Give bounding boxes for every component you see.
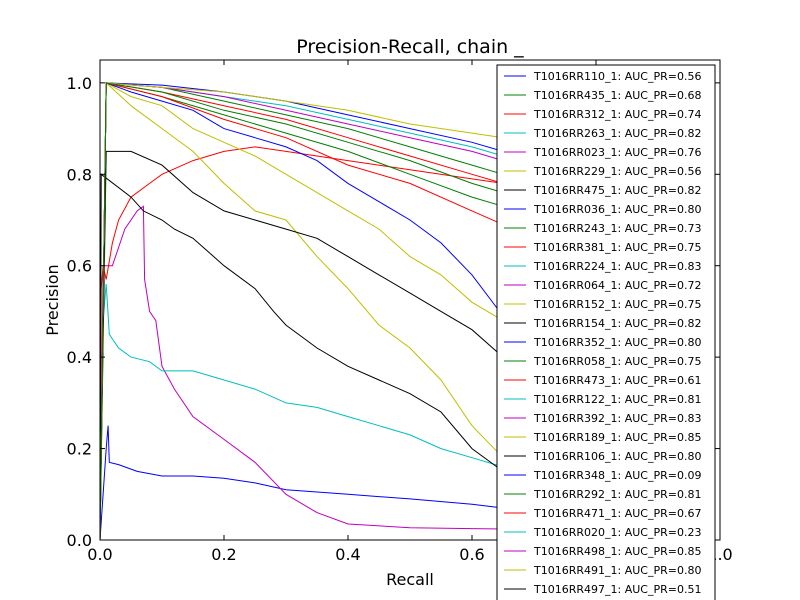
legend-label: T1016RR435_1: AUC_PR=0.68 bbox=[533, 89, 701, 102]
pr-curve-13 bbox=[100, 82, 504, 540]
legend-label: T1016RR023_1: AUC_PR=0.76 bbox=[533, 146, 701, 159]
y-tick-label: 0.8 bbox=[67, 165, 92, 184]
legend-label: T1016RR498_1: AUC_PR=0.85 bbox=[533, 545, 701, 558]
legend: T1016RR110_1: AUC_PR=0.56 T1016RR435_1: A… bbox=[496, 64, 716, 600]
pr-curve-2 bbox=[100, 205, 504, 540]
legend-label: T1016RR263_1: AUC_PR=0.82 bbox=[533, 127, 701, 140]
pr-curve-4 bbox=[100, 146, 504, 540]
legend-label: T1016RR064_1: AUC_PR=0.72 bbox=[533, 279, 701, 292]
pr-curve-7 bbox=[100, 150, 504, 540]
pr-curve-6 bbox=[100, 81, 504, 540]
pr-curve-1 bbox=[100, 425, 504, 540]
legend-label: T1016RR392_1: AUC_PR=0.83 bbox=[533, 412, 701, 425]
legend-label: T1016RR381_1: AUC_PR=0.75 bbox=[533, 241, 701, 254]
y-tick-label: 0.4 bbox=[67, 348, 92, 367]
pr-curve-3 bbox=[100, 283, 504, 540]
legend-label: T1016RR312_1: AUC_PR=0.74 bbox=[533, 108, 701, 121]
legend-label: T1016RR110_1: AUC_PR=0.56 bbox=[533, 70, 701, 83]
legend-label: T1016RR473_1: AUC_PR=0.61 bbox=[533, 374, 701, 387]
legend-label: T1016RR058_1: AUC_PR=0.75 bbox=[533, 355, 701, 368]
legend-label: T1016RR243_1: AUC_PR=0.73 bbox=[533, 222, 701, 235]
y-tick-label: 0.2 bbox=[67, 440, 92, 459]
legend-label: T1016RR122_1: AUC_PR=0.81 bbox=[533, 393, 701, 406]
chart-title: Precision-Recall, chain _ bbox=[296, 36, 524, 58]
legend-label: T1016RR292_1: AUC_PR=0.81 bbox=[533, 488, 701, 501]
legend-label: T1016RR229_1: AUC_PR=0.56 bbox=[533, 165, 701, 178]
x-axis-label: Recall bbox=[386, 570, 434, 589]
y-tick-label: 0.0 bbox=[67, 531, 92, 550]
x-tick-label: 0.6 bbox=[459, 545, 484, 564]
pr-curve-18 bbox=[100, 82, 504, 540]
y-tick-label: 1.0 bbox=[67, 74, 92, 93]
curves-group bbox=[100, 81, 504, 540]
pr-curve-14 bbox=[100, 82, 504, 540]
legend-box bbox=[496, 64, 716, 600]
y-axis-label: Precision bbox=[43, 264, 62, 335]
pr-curve-12 bbox=[100, 82, 504, 540]
pr-curve-17 bbox=[100, 82, 504, 540]
pr-curve-8 bbox=[100, 82, 504, 540]
legend-label: T1016RR471_1: AUC_PR=0.67 bbox=[533, 507, 701, 520]
legend-label: T1016RR348_1: AUC_PR=0.09 bbox=[533, 469, 701, 482]
legend-label: T1016RR106_1: AUC_PR=0.80 bbox=[533, 450, 701, 463]
x-tick-label: 0.0 bbox=[87, 545, 112, 564]
axis-ticks: 0.00.20.40.60.81.00.00.20.40.60.81.0 bbox=[67, 60, 733, 564]
pr-curve-5 bbox=[100, 173, 504, 540]
y-tick-label: 0.6 bbox=[67, 257, 92, 276]
pr-curve-16 bbox=[100, 82, 504, 540]
legend-label: T1016RR497_1: AUC_PR=0.51 bbox=[533, 583, 701, 596]
pr-curve-15 bbox=[100, 82, 504, 540]
legend-label: T1016RR154_1: AUC_PR=0.82 bbox=[533, 317, 701, 330]
x-tick-label: 0.2 bbox=[211, 545, 236, 564]
legend-label: T1016RR020_1: AUC_PR=0.23 bbox=[533, 526, 701, 539]
pr-curve-11 bbox=[100, 82, 504, 540]
legend-label: T1016RR491_1: AUC_PR=0.80 bbox=[533, 564, 701, 577]
legend-label: T1016RR152_1: AUC_PR=0.75 bbox=[533, 298, 701, 311]
pr-curve-10 bbox=[100, 82, 504, 540]
legend-label: T1016RR189_1: AUC_PR=0.85 bbox=[533, 431, 701, 444]
legend-label: T1016RR036_1: AUC_PR=0.80 bbox=[533, 203, 701, 216]
x-tick-label: 0.4 bbox=[335, 545, 360, 564]
pr-curve-9 bbox=[100, 82, 504, 540]
legend-label: T1016RR224_1: AUC_PR=0.83 bbox=[533, 260, 701, 273]
legend-label: T1016RR352_1: AUC_PR=0.80 bbox=[533, 336, 701, 349]
legend-label: T1016RR475_1: AUC_PR=0.82 bbox=[533, 184, 701, 197]
plot-frame bbox=[99, 59, 721, 541]
